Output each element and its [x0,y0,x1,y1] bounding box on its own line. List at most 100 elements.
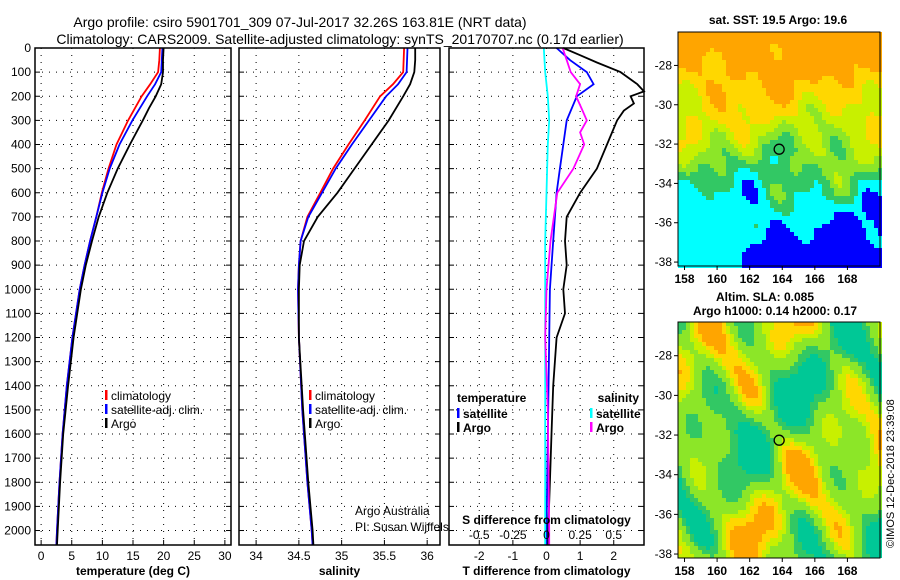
lon-tick-label: 162 [740,564,760,578]
x-tick-label: 35.5 [373,549,397,563]
map-heatmap-cells [678,322,882,558]
lon-tick-label: 166 [805,272,825,286]
lat-tick-label: -36 [655,507,673,521]
y-tick-label: 1700 [4,451,31,465]
lon-tick-label: 168 [837,564,857,578]
y-tick-label: 100 [11,65,31,79]
lat-tick-label: -34 [655,468,673,482]
y-tick-label: 1400 [4,379,31,393]
x-tick-label: 2 [610,549,617,563]
x2-tick-label: -0.25 [499,528,527,542]
x-tick-label: 34 [249,549,263,563]
x-tick-label: -2 [474,549,485,563]
legend-swatch [590,408,593,418]
lat-tick-label: -34 [655,176,673,190]
x2-tick-label: -0.5 [469,528,490,542]
legend-label: Argo [463,421,491,435]
y-tick-label: 200 [11,89,31,103]
series-line-salinity-satellite [542,47,551,545]
legend-swatch [105,404,108,414]
y-tick-label: 1800 [4,475,31,489]
sla-map-title: Altim. SLA: 0.085 [716,290,814,304]
legend-label: Argo [315,417,341,431]
lon-tick-label: 162 [740,272,760,286]
legend-swatch [590,422,593,432]
y-tick-label: 1300 [4,355,31,369]
x2-tick-label: 0.5 [605,528,622,542]
x-tick-label: 25 [188,549,202,563]
y-tick-label: 1200 [4,331,31,345]
lon-tick-label: 158 [675,564,695,578]
y-tick-label: 2000 [4,524,31,538]
legend-swatch [457,422,460,432]
map-frame [677,321,881,559]
series-line-salinity-argo [544,47,588,545]
x-tick-label: 15 [126,549,140,563]
series-line-temperature-satellite [545,47,595,545]
lat-tick-label: -38 [655,547,673,561]
legend-swatch [309,418,312,428]
lat-tick-label: -38 [655,255,673,269]
y-tick-label: 1900 [4,499,31,513]
legend-swatch [457,408,460,418]
x-axis-label: T difference from climatology [462,564,630,578]
y-tick-label: 700 [11,210,31,224]
legend-label: climatology [315,389,375,403]
legend-label: Argo [111,417,137,431]
series-line-satellite-adj-clim- [297,47,409,546]
lon-tick-label: 160 [707,564,727,578]
panel-frame [448,47,645,546]
panel-frame [238,47,441,546]
argo-location-marker [773,434,785,446]
x-tick-label: -1 [508,549,519,563]
x-tick-label: 34.5 [287,549,311,563]
lon-tick-label: 164 [772,272,792,286]
y-tick-label: 600 [11,186,31,200]
lat-tick-label: -30 [655,98,673,112]
x-tick-label: 1 [577,549,584,563]
x-axis-label: salinity [319,564,361,578]
lon-tick-label: 166 [805,564,825,578]
y-tick-label: 1000 [4,282,31,296]
y-tick-label: 1100 [5,306,31,320]
x-tick-label: 36 [420,549,434,563]
legend-label: Argo [596,421,624,435]
x2-tick-label: 0 [543,528,550,542]
legend-label: climatology [111,389,171,403]
x-tick-label: 20 [157,549,171,563]
lat-tick-label: -30 [655,388,673,402]
series-line-satellite-adj-clim- [55,47,164,546]
y-tick-label: 1500 [4,403,31,417]
y-tick-label: 0 [24,41,31,55]
panel-frame [34,47,232,546]
title-line-2: Climatology: CARS2009. Satellite-adjuste… [56,31,623,47]
lat-tick-label: -28 [655,58,673,72]
x2-tick-label: 0.25 [568,528,592,542]
y-tick-label: 500 [11,162,31,176]
lon-tick-label: 168 [837,272,857,286]
pi-text: PI: Susan Wijffels [355,520,449,534]
profile-panel-2: 34 34.5 35 35.5 36 salinity climatologysatelli… [238,47,441,578]
legend-swatch [309,404,312,414]
x2-axis-label: S difference from climatology [462,513,631,527]
legend-title-salinity: salinity [598,391,640,405]
legend-label: satellite [463,407,508,421]
copyright-text: ©IMOS 12-Dec-2018 23:39:08 [885,399,897,548]
profile-panel-1: 0100200300400500600700800900100011001200… [4,41,232,578]
series-line-temperature-argo [547,47,646,545]
lon-tick-label: 158 [675,272,695,286]
y-tick-label: 400 [11,138,31,152]
x-tick-label: 0 [38,549,45,563]
legend-label: satellite-adj. clim. [315,403,407,417]
legend-title-temperature: temperature [457,391,527,405]
x-tick-label: 0 [543,549,550,563]
y-tick-label: 300 [11,113,31,127]
legend-label: satellite-adj. clim. [111,403,203,417]
lat-tick-label: -32 [655,428,673,442]
lat-tick-label: -36 [655,216,673,230]
profile-panel-3: -2 -1 0 1 2T difference from climatology temp… [448,47,646,578]
series-line-argo [297,48,417,546]
map-panel-1: 158 160 162 164 166 168 -28 -30 -32 -34 -36 -38 sat.… [655,13,882,286]
argo-location-marker [773,143,785,155]
